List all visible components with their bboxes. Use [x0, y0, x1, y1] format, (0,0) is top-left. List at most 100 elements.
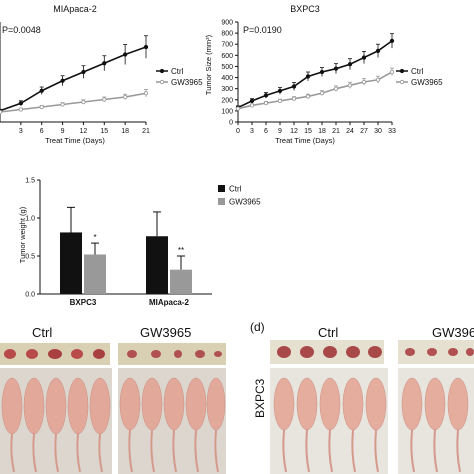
bxpc3-x-tick-label: 27	[360, 128, 368, 135]
mice-photo-right-gw3965	[398, 368, 474, 474]
miapaca-data-point	[81, 69, 86, 75]
miapaca-x-tick-label: 18	[121, 128, 129, 135]
bxpc3-line-chart: BXPC3 P=0.0190 Treat Time (Days) Tumor S…	[204, 4, 443, 145]
miapaca-x-tick-label: 3	[19, 128, 23, 135]
mice-photo-left-gw3965	[118, 368, 226, 474]
bxpc3-series-line-1	[237, 71, 393, 110]
bxpc3-data-point	[347, 83, 353, 88]
bxpc3-y-tick-label: 100	[221, 108, 233, 115]
bxpc3-data-point	[389, 38, 395, 44]
bxpc3-y-axis-label: Tumor Size (mm³)	[204, 34, 213, 95]
miapaca-data-point	[60, 78, 65, 83]
miapaca-data-point	[143, 91, 149, 96]
left-ctrl-label: Ctrl	[32, 325, 53, 340]
bxpc3-x-tick-label: 9	[278, 128, 282, 135]
weight-bar	[84, 254, 106, 294]
tumor-photo-right-ctrl	[270, 340, 384, 364]
miapaca-data-point	[102, 97, 107, 102]
bxpc3-data-point	[375, 48, 381, 54]
miapaca-data-point	[81, 99, 86, 105]
bxpc3-y-tick-label: 700	[221, 42, 233, 49]
bxpc3-y-tick-label: 200	[221, 97, 233, 104]
tumor-specimens-image	[405, 348, 474, 356]
bxpc3-x-tick-label: 12	[290, 128, 298, 135]
bxpc3-data-point	[305, 94, 311, 99]
bxpc3-legend-marker	[399, 68, 405, 74]
weight-y-tick-label: 0.5	[25, 254, 35, 261]
bxpc3-data-point	[361, 79, 367, 85]
tumor-photo-left-ctrl	[0, 343, 110, 365]
weight-y-tick-label: 0.0	[25, 292, 35, 299]
miapaca-data-point	[102, 61, 107, 66]
weight-y-tick-label: 1.0	[25, 216, 35, 223]
bxpc3-data-point	[291, 84, 297, 89]
miapaca-series-line-0	[0, 46, 147, 112]
mice-image	[273, 377, 387, 473]
miapaca-x-axis-label: Treat Time (Days)	[45, 136, 105, 145]
bxpc3-side-label: BXPC3	[253, 378, 267, 418]
weight-y-tick-label: 1.5	[25, 178, 35, 185]
bxpc3-data-point	[319, 69, 325, 75]
miapaca-legend-marker	[159, 68, 165, 74]
bxpc3-legend-label: GW3965	[411, 78, 443, 87]
bxpc3-y-tick-label: 0	[229, 120, 233, 127]
weight-category-label: BXPC3	[70, 298, 97, 307]
miapaca-legend-label: Ctrl	[171, 67, 184, 76]
weight-category-label: MIApaca-2	[149, 298, 190, 307]
miapaca-x-tick-label: 6	[40, 128, 44, 135]
mice-image	[401, 377, 469, 473]
bxpc3-data-point	[375, 77, 381, 82]
bxpc3-data-point	[235, 106, 241, 111]
miapaca-data-point	[60, 102, 65, 107]
bxpc3-data-point	[263, 93, 269, 98]
weight-bar	[146, 236, 168, 294]
tumor-weight-bar-chart: Tumor weight (g) 0.0 0.5 1.0 1.5 * BXPC3 ** MIA…	[18, 178, 261, 308]
miapaca-series-line-1	[0, 92, 147, 113]
bxpc3-x-axis-label: Treat Time (Days)	[275, 136, 335, 145]
bxpc3-data-point	[263, 100, 269, 106]
miapaca-data-point	[18, 101, 24, 106]
bxpc3-y-tick-label: 300	[221, 86, 233, 93]
bxpc3-data-point	[361, 55, 367, 60]
miapaca-data-point	[39, 104, 44, 110]
tumor-photo-left-gw3965	[118, 343, 226, 365]
bxpc3-x-tick-label: 15	[304, 128, 312, 135]
left-gw3965-label: GW3965	[140, 325, 192, 340]
bxpc3-y-tick-label: 900	[221, 20, 233, 27]
bxpc3-y-tick-label: 500	[221, 64, 233, 71]
weight-legend-swatch	[218, 198, 225, 205]
bxpc3-legend-label: Ctrl	[411, 67, 424, 76]
miapaca-data-point	[39, 88, 44, 93]
bxpc3-series-line-0	[237, 40, 393, 109]
bxpc3-x-tick-label: 18	[318, 128, 326, 135]
miapaca-x-tick-label: 21	[142, 128, 150, 135]
tumor-specimens-image	[4, 349, 105, 359]
miapaca-data-point	[0, 109, 3, 115]
miapaca-data-point	[122, 94, 128, 100]
bxpc3-data-point	[277, 98, 283, 104]
bxpc3-data-point	[249, 98, 255, 104]
tumor-photo-right-gw3965	[398, 340, 474, 364]
miapaca-legend-marker	[159, 79, 165, 85]
bxpc3-legend-marker	[399, 79, 405, 85]
bxpc3-data-point	[249, 103, 255, 108]
bxpc3-x-tick-label: 6	[264, 128, 268, 135]
miapaca-legend-label: GW3965	[171, 78, 203, 87]
bxpc3-data-point	[347, 62, 353, 67]
bxpc3-x-tick-label: 24	[346, 128, 354, 135]
bxpc3-data-point	[291, 96, 297, 101]
bxpc3-x-tick-label: 33	[388, 128, 396, 135]
bxpc3-p-value: P=0.0190	[243, 25, 282, 35]
right-ctrl-label: Ctrl	[318, 325, 339, 340]
miapaca-x-tick-label: 12	[80, 128, 88, 135]
bxpc3-x-tick-label: 3	[250, 128, 254, 135]
weight-legend-swatch	[218, 185, 225, 192]
weight-legend-label: GW3965	[229, 198, 261, 207]
miapaca-chart-title: MIApaca-2	[53, 4, 97, 14]
bxpc3-x-tick-label: 0	[236, 128, 240, 135]
bxpc3-y-tick-label: 400	[221, 75, 233, 82]
weight-significance-mark: *	[93, 233, 96, 242]
miapaca-data-point	[18, 107, 24, 112]
bxpc3-chart-title: BXPC3	[290, 4, 320, 14]
